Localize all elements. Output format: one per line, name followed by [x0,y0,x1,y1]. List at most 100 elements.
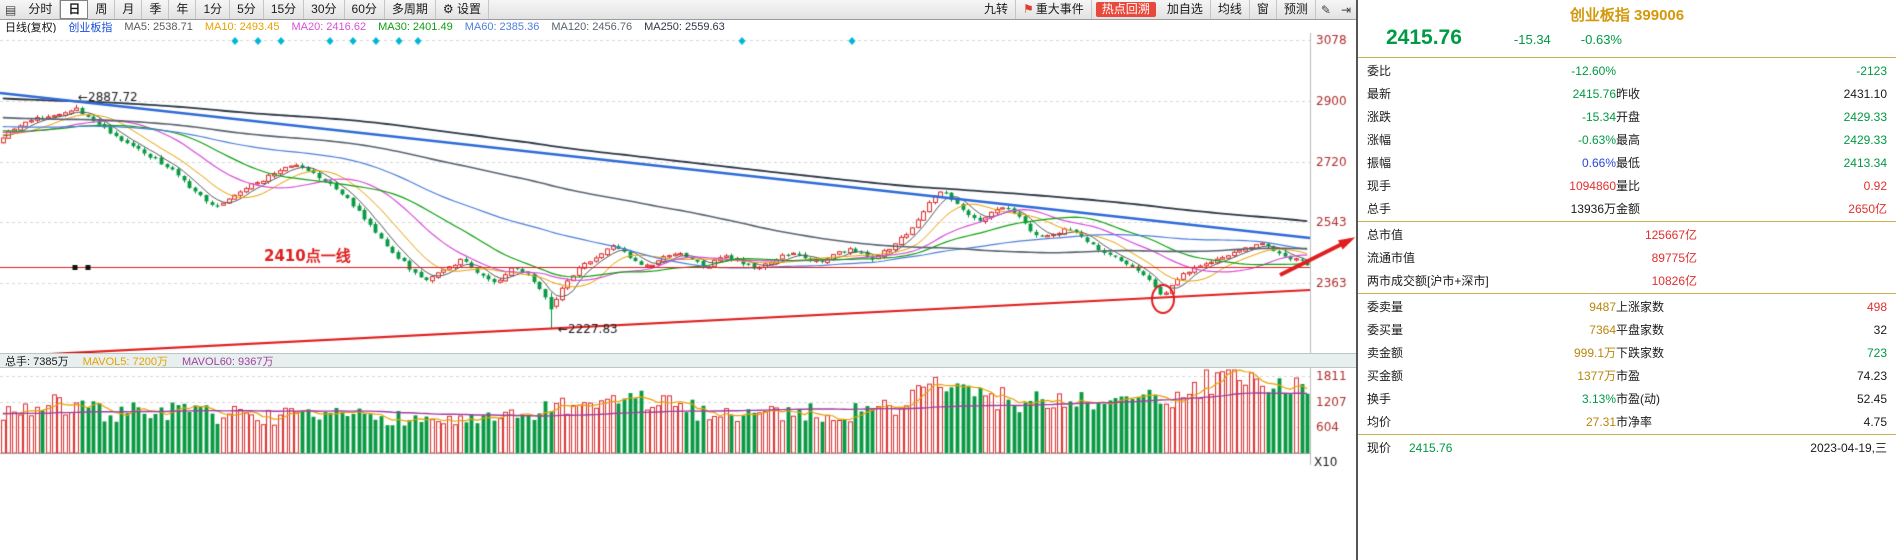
quote-rows: 委比 -12.60% -2123 最新 2415.76 昨收 2431.10 涨跌 -15.34… [1358,57,1896,433]
chart-symbol-label: 创业板指 [68,21,113,34]
quote-cell: 498 [1866,299,1887,314]
draw-icon[interactable]: ✎ [1320,2,1331,17]
period-button-分时[interactable]: 分时 [21,0,61,19]
current-price-label: 现价 [1367,441,1392,455]
toolbar-button-预测[interactable]: 预测 [1277,0,1316,19]
quote-cell: 0.66% [1581,155,1616,170]
quote-row: 现手 1094860 量比 0.92 [1358,174,1896,197]
main-chart-canvas[interactable] [0,33,1356,353]
quote-cell: 流通市值 [1367,251,1416,265]
panel-divider [1358,293,1896,294]
quote-line: 2415.76 -15.34 -0.63% [1358,24,1896,56]
quote-cell: 13936万 [1570,202,1616,216]
quote-cell: -15.34 [1581,109,1616,124]
quote-cell: 现手 [1367,179,1392,193]
quote-cell: 总手 [1367,202,1392,216]
quote-cell: 上涨家数 [1616,300,1665,314]
quote-cell: 2413.34 [1843,155,1887,170]
panel-divider [1358,434,1896,435]
period-button-1分[interactable]: 1分 [196,0,231,19]
period-button-15分[interactable]: 15分 [264,0,305,19]
quote-cell: 均价 [1367,415,1392,429]
ma-value-MA250: MA250: 2559.63 [644,20,725,33]
volume-chart-canvas[interactable] [0,368,1356,476]
quote-cell: 昨收 [1616,87,1641,101]
ma-value-MA20: MA20: 2416.62 [291,20,367,33]
quote-cell: 买金额 [1367,369,1404,383]
quote-cell: 2650亿 [1848,202,1887,216]
quote-cell: 7364 [1589,322,1616,337]
quote-cell: 卖金额 [1367,346,1404,360]
period-button-季[interactable]: 季 [142,0,170,19]
volume-header-MAVOL60: MAVOL60: 9367万 [182,355,274,368]
quote-cell: -0.63% [1577,132,1616,147]
panel-divider [1358,221,1896,222]
quote-cell: 89775亿 [1651,251,1697,265]
quote-cell: 125667亿 [1644,228,1697,242]
quote-cell: 平盘家数 [1616,323,1665,337]
index-title[interactable]: 创业板指 399006 [1569,7,1685,24]
period-button-月[interactable]: 月 [115,0,143,19]
quote-row: 换手 3.13% 市盈(动) 52.45 [1358,387,1896,410]
quote-cell: 27.31 [1585,414,1616,429]
gear-icon: ⚙ [442,2,457,16]
period-button-日[interactable]: 日 [60,0,89,19]
period-button-周[interactable]: 周 [88,0,116,19]
quote-cell: 1377万 [1577,369,1616,383]
price-change: -15.34 [1513,32,1551,47]
toolbar-button-加自选[interactable]: 加自选 [1160,0,1211,19]
toolbar-button-重大事件[interactable]: ⚑ 重大事件 [1016,0,1092,19]
period-buttons: 分时日周月季年 1分 5分 15分 30分 60分 多周期 ⚙ 设置 [21,0,490,19]
period-button-年[interactable]: 年 [169,0,197,19]
period-button-60分[interactable]: 60分 [345,0,385,19]
quote-cell: 委买量 [1367,323,1404,337]
collapse-icon[interactable]: ⇥ [1340,2,1351,17]
period-button-30分[interactable]: 30分 [304,0,345,19]
toolbar-button-均线[interactable]: 均线 [1211,0,1250,19]
quote-row: 总手 13936万 金额 2650亿 [1358,197,1896,220]
price-change-pct: -0.63% [1580,32,1622,47]
ma-value-MA60: MA60: 2385.36 [464,20,540,33]
volume-header: 总手: 7385万 MAVOL5: 7200万 MAVOL60: 9367万 [0,353,1361,368]
quote-cell: 总市值 [1367,228,1404,242]
quote-cell: 委比 [1367,64,1392,78]
ma-header: 日线(复权) 创业板指 MA5: 2538.71 MA10: 2493.45 MA2… [0,20,1361,34]
quote-cell: 74.23 [1856,368,1887,383]
quote-row: 涨幅 -0.63% 最高 2429.33 [1358,128,1896,151]
quote-cell: 市净率 [1616,415,1653,429]
quote-cell: 涨幅 [1367,133,1392,147]
toolbar-button-九转[interactable]: 九转 [977,0,1017,19]
quote-cell: 量比 [1616,179,1641,193]
quote-row: 振幅 0.66% 最低 2413.34 [1358,151,1896,174]
ma-value-MA5: MA5: 2538.71 [124,20,193,33]
quote-cell: 52.45 [1856,391,1887,406]
quote-cell: 2429.33 [1843,109,1887,124]
toolbar-right: 九转 ⚑ 重大事件 热点回溯 加自选 均线窗预测 ✎ ⇥ [977,0,1356,19]
quote-cell: 4.75 [1863,414,1887,429]
period-button-多周期[interactable]: 多周期 [385,0,436,19]
quote-cell: 下跌家数 [1616,346,1665,360]
quote-cell: 10826亿 [1651,274,1697,288]
quote-cell: -12.60% [1571,63,1616,78]
quote-cell: 市盈(动) [1616,392,1660,406]
quote-row: 买金额 1377万 市盈 74.23 [1358,364,1896,387]
period-button-5分[interactable]: 5分 [230,0,264,19]
quote-row: 流通市值 89775亿 [1358,246,1706,269]
quote-cell: 委卖量 [1367,300,1404,314]
quote-cell: 32 [1873,322,1887,337]
toolbar-button-热点回溯[interactable]: 热点回溯 [1095,2,1156,17]
ma-value-MA30: MA30: 2401.49 [378,20,453,33]
quote-row: 委买量 7364 平盘家数 32 [1358,318,1896,341]
quote-cell: -2123 [1856,63,1887,78]
quote-cell: 2431.10 [1843,86,1887,101]
layout-icon[interactable]: ▤ [5,2,17,17]
toolbar: ▤ 分时日周月季年 1分 5分 15分 30分 60分 多周期 ⚙ 设置 九转 ⚑ 重大事件 热点回… [0,0,1356,20]
toolbar-button-窗[interactable]: 窗 [1250,0,1277,19]
quote-row: 委卖量 9487 上涨家数 498 [1358,295,1896,318]
quote-cell: 最低 [1616,156,1641,170]
quote-panel: 创业板指 399006 2415.76 -15.34 -0.63% 委比 -12.… [1356,0,1896,560]
quote-cell: 723 [1866,345,1887,360]
period-button-设置[interactable]: ⚙ 设置 [436,0,490,19]
quote-cell: 开盘 [1616,110,1641,124]
